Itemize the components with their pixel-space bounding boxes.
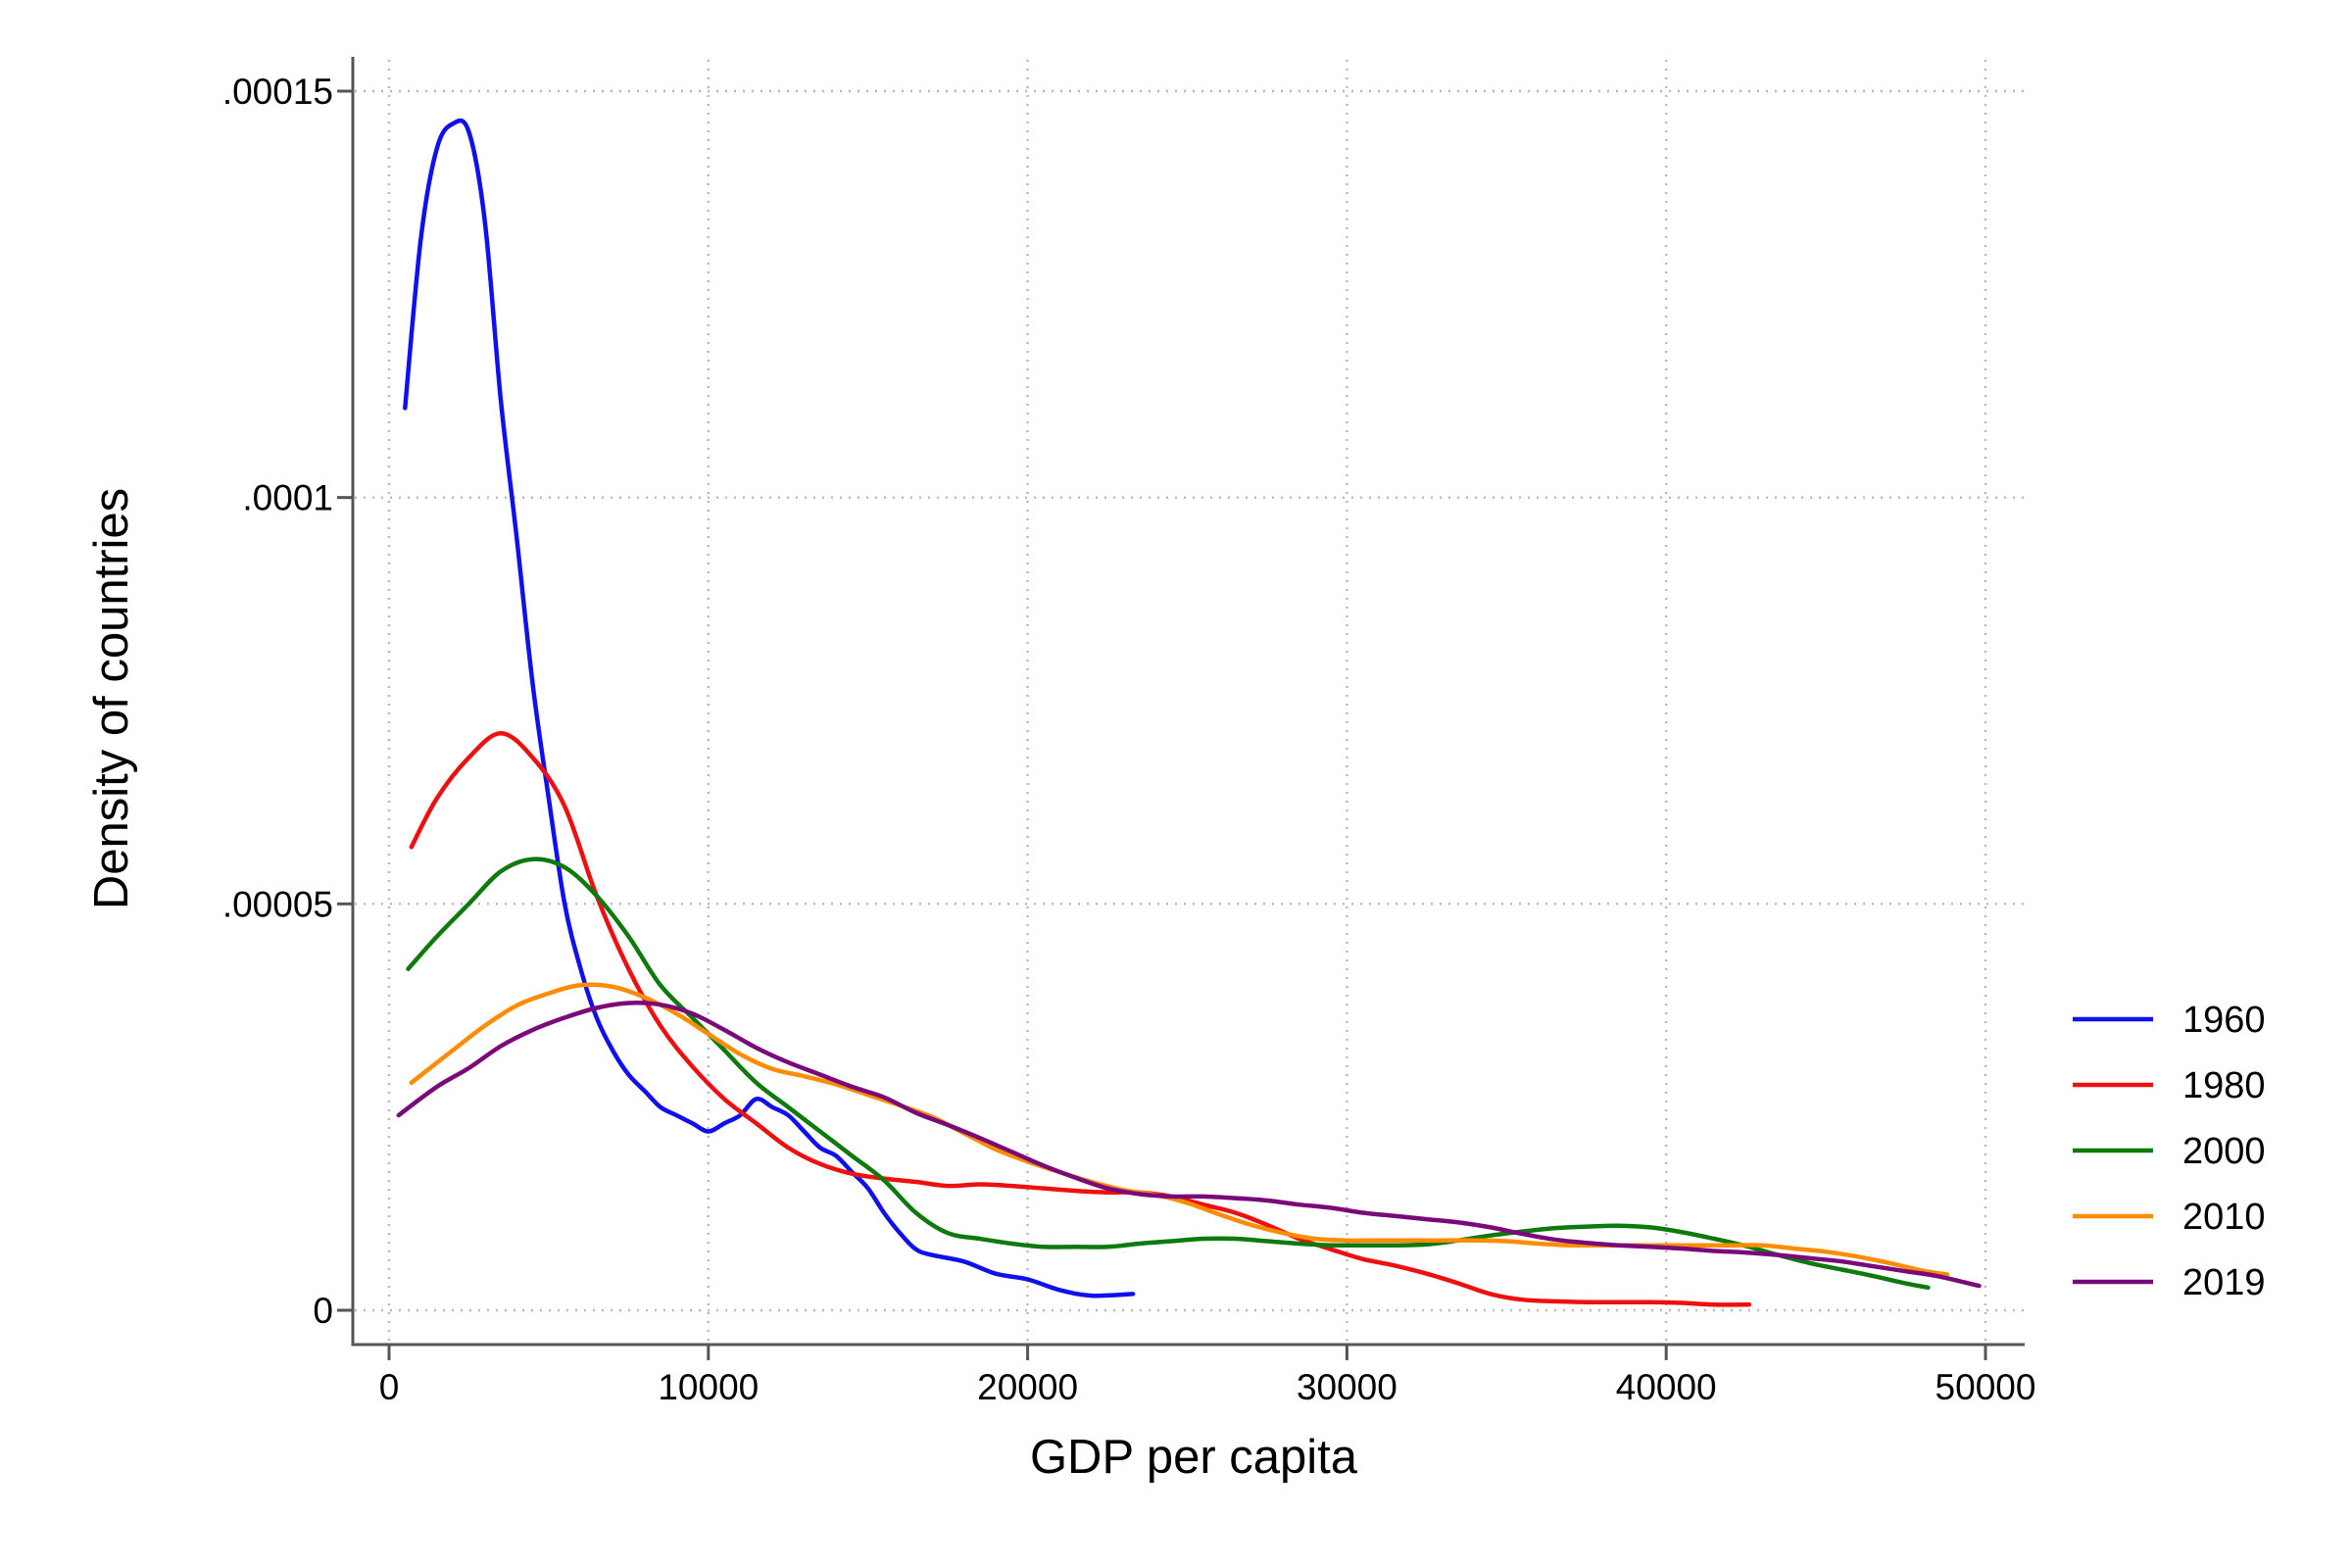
x-tick-labels: 0 10000 20000 30000 40000 50000: [379, 1367, 2036, 1407]
series-line-2010: [409, 982, 1950, 1277]
gridlines: [355, 60, 2025, 1341]
legend-label: 2019: [2182, 1262, 2266, 1303]
axes: [337, 57, 2025, 1360]
y-tick-label: .0001: [242, 478, 333, 518]
legend-label: 2010: [2182, 1197, 2266, 1238]
x-tick-label: 10000: [658, 1367, 759, 1407]
series-line-1960: [403, 118, 1136, 1298]
series-line-2019: [396, 1001, 1982, 1289]
x-axis-title: GDP per capita: [1030, 1431, 1358, 1484]
legend-label: 1960: [2182, 1000, 2266, 1041]
y-tick-label: .00015: [222, 72, 333, 112]
x-tick-label: 0: [379, 1367, 400, 1407]
x-tick-label: 30000: [1297, 1367, 1397, 1407]
x-tick-label: 50000: [1936, 1367, 2036, 1407]
y-tick-label: 0: [313, 1291, 333, 1331]
series-lines: [396, 118, 1982, 1307]
y-tick-label: .00005: [222, 884, 333, 924]
series-line-1980: [409, 730, 1752, 1307]
legend-label: 1980: [2182, 1065, 2266, 1106]
x-tick-label: 40000: [1616, 1367, 1717, 1407]
y-tick-labels: 0 .00005 .0001 .00015: [222, 72, 333, 1331]
series-line-2000: [406, 857, 1931, 1291]
x-tick-label: 20000: [977, 1367, 1078, 1407]
y-axis-title: Density of countries: [85, 488, 138, 909]
legend: 1960 1980 2000 2010 2019: [2073, 1000, 2266, 1303]
legend-label: 2000: [2182, 1131, 2266, 1172]
